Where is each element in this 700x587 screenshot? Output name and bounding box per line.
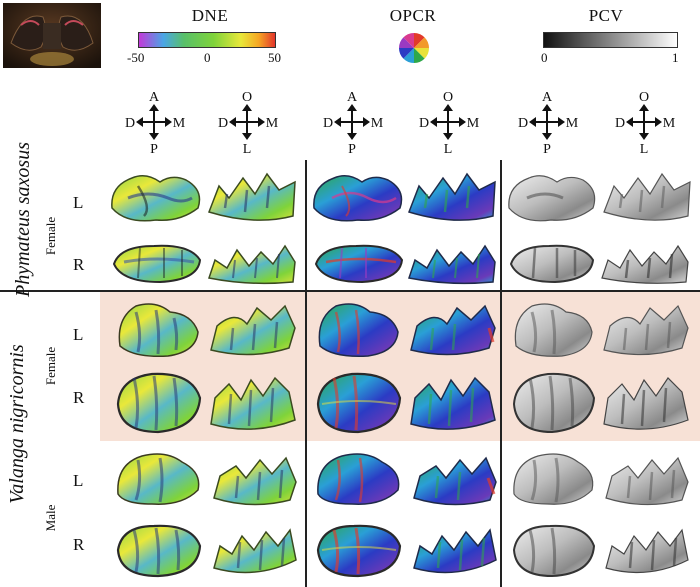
dne-colorbar xyxy=(138,32,276,48)
compass-3-right: M xyxy=(371,116,384,131)
tooth-pcv-occlusal-r4 xyxy=(508,368,598,436)
compass-2-left: D xyxy=(218,116,228,131)
compass-1-bottom: P xyxy=(150,142,158,153)
compass-5-bottom: P xyxy=(543,142,551,153)
dne-legend-title: DNE xyxy=(191,6,229,25)
divider-vertical-2 xyxy=(500,160,502,587)
tooth-opcr-occlusal-r1 xyxy=(310,168,410,226)
pcv-legend-title: PCV xyxy=(588,6,624,25)
orientation-compass-2: O L D M xyxy=(215,89,279,157)
orientation-compass-1: A P D M xyxy=(122,89,186,157)
compass-5-left: D xyxy=(518,116,528,131)
sex-label-group-1: Female xyxy=(43,216,58,256)
compass-3-bottom: P xyxy=(348,142,356,153)
species-label-valanga: Valanga nigricornis xyxy=(6,344,28,504)
compass-1-right: M xyxy=(173,116,186,131)
tooth-pcv-lateral-r4 xyxy=(598,370,693,436)
tooth-opcr-lateral-r2 xyxy=(405,238,500,286)
tooth-pcv-occlusal-r2 xyxy=(507,240,597,286)
dne-tick-max: 50 xyxy=(268,50,281,65)
side-label-6: R xyxy=(73,535,85,554)
tooth-dne-lateral-r1 xyxy=(205,168,300,226)
tooth-opcr-lateral-r5 xyxy=(408,448,500,510)
tooth-dne-occlusal-r4 xyxy=(112,368,204,436)
compass-3-left: D xyxy=(323,116,333,131)
tooth-dne-occlusal-r5 xyxy=(112,448,204,510)
dne-tick-min: -50 xyxy=(127,50,145,65)
orientation-compass-3: A P D M xyxy=(320,89,384,157)
compass-3-top: A xyxy=(347,90,358,105)
tooth-opcr-lateral-r3 xyxy=(405,298,500,360)
tooth-pcv-lateral-r6 xyxy=(600,520,692,580)
tooth-pcv-lateral-r5 xyxy=(600,448,692,510)
tooth-pcv-lateral-r3 xyxy=(598,298,693,360)
pcv-tick-max: 1 xyxy=(672,50,679,65)
pcv-tick-min: 0 xyxy=(541,50,548,65)
orientation-compass-6: O L D M xyxy=(612,89,676,157)
divider-horizontal xyxy=(0,290,700,292)
compass-1-top: A xyxy=(149,90,160,105)
compass-5-right: M xyxy=(566,116,579,131)
tooth-opcr-lateral-r1 xyxy=(405,168,500,226)
tooth-opcr-occlusal-r2 xyxy=(312,240,407,286)
orientation-compass-5: A P D M xyxy=(515,89,579,157)
tooth-dne-occlusal-r3 xyxy=(112,298,204,360)
tooth-pcv-occlusal-r5 xyxy=(508,448,598,510)
tooth-opcr-occlusal-r6 xyxy=(312,520,404,580)
tooth-dne-lateral-r6 xyxy=(208,520,300,580)
tooth-pcv-lateral-r1 xyxy=(600,168,695,226)
compass-6-bottom: L xyxy=(640,142,649,153)
tooth-pcv-occlusal-r6 xyxy=(508,520,598,580)
side-label-2: R xyxy=(73,255,85,274)
compass-6-left: D xyxy=(615,116,625,131)
species-label-phymateus: Phymateus saxosus xyxy=(12,142,34,297)
compass-4-bottom: L xyxy=(444,142,453,153)
specimen-thumbnail xyxy=(3,3,101,68)
compass-2-top: O xyxy=(242,90,252,105)
divider-vertical-1 xyxy=(305,160,307,587)
compass-4-right: M xyxy=(467,116,480,131)
tooth-opcr-lateral-r6 xyxy=(408,520,500,580)
opcr-color-wheel xyxy=(398,32,430,64)
highlight-band xyxy=(100,291,700,441)
compass-4-left: D xyxy=(419,116,429,131)
compass-4-top: O xyxy=(443,90,453,105)
tooth-dne-lateral-r4 xyxy=(205,370,300,436)
tooth-dne-occlusal-r6 xyxy=(112,520,204,580)
compass-6-right: M xyxy=(663,116,676,131)
compass-2-right: M xyxy=(266,116,279,131)
side-label-1: L xyxy=(73,193,84,212)
side-label-4: R xyxy=(73,388,85,407)
tooth-opcr-occlusal-r4 xyxy=(312,368,404,436)
tooth-pcv-occlusal-r3 xyxy=(508,298,598,360)
compass-5-top: A xyxy=(542,90,553,105)
side-label-3: L xyxy=(73,325,84,344)
tooth-dne-lateral-r3 xyxy=(205,298,300,360)
pcv-colorbar xyxy=(543,32,678,48)
tooth-dne-lateral-r2 xyxy=(205,238,300,286)
side-label-5: L xyxy=(73,471,84,490)
tooth-opcr-occlusal-r5 xyxy=(312,448,404,510)
orientation-compass-4: O L D M xyxy=(416,89,480,157)
opcr-legend-title: OPCR xyxy=(389,6,437,25)
tooth-dne-occlusal-r1 xyxy=(108,168,208,226)
tooth-dne-lateral-r5 xyxy=(208,448,300,510)
dne-tick-mid: 0 xyxy=(204,50,211,65)
sex-label-group-2: Female xyxy=(43,346,58,386)
tooth-pcv-occlusal-r1 xyxy=(505,168,600,226)
compass-6-top: O xyxy=(639,90,649,105)
tooth-opcr-lateral-r4 xyxy=(405,370,500,436)
compass-1-left: D xyxy=(125,116,135,131)
tooth-opcr-occlusal-r3 xyxy=(312,298,404,360)
compass-2-bottom: L xyxy=(243,142,252,153)
tooth-dne-occlusal-r2 xyxy=(110,240,205,286)
sex-label-group-3: Male xyxy=(43,504,58,532)
tooth-pcv-lateral-r2 xyxy=(598,238,693,286)
